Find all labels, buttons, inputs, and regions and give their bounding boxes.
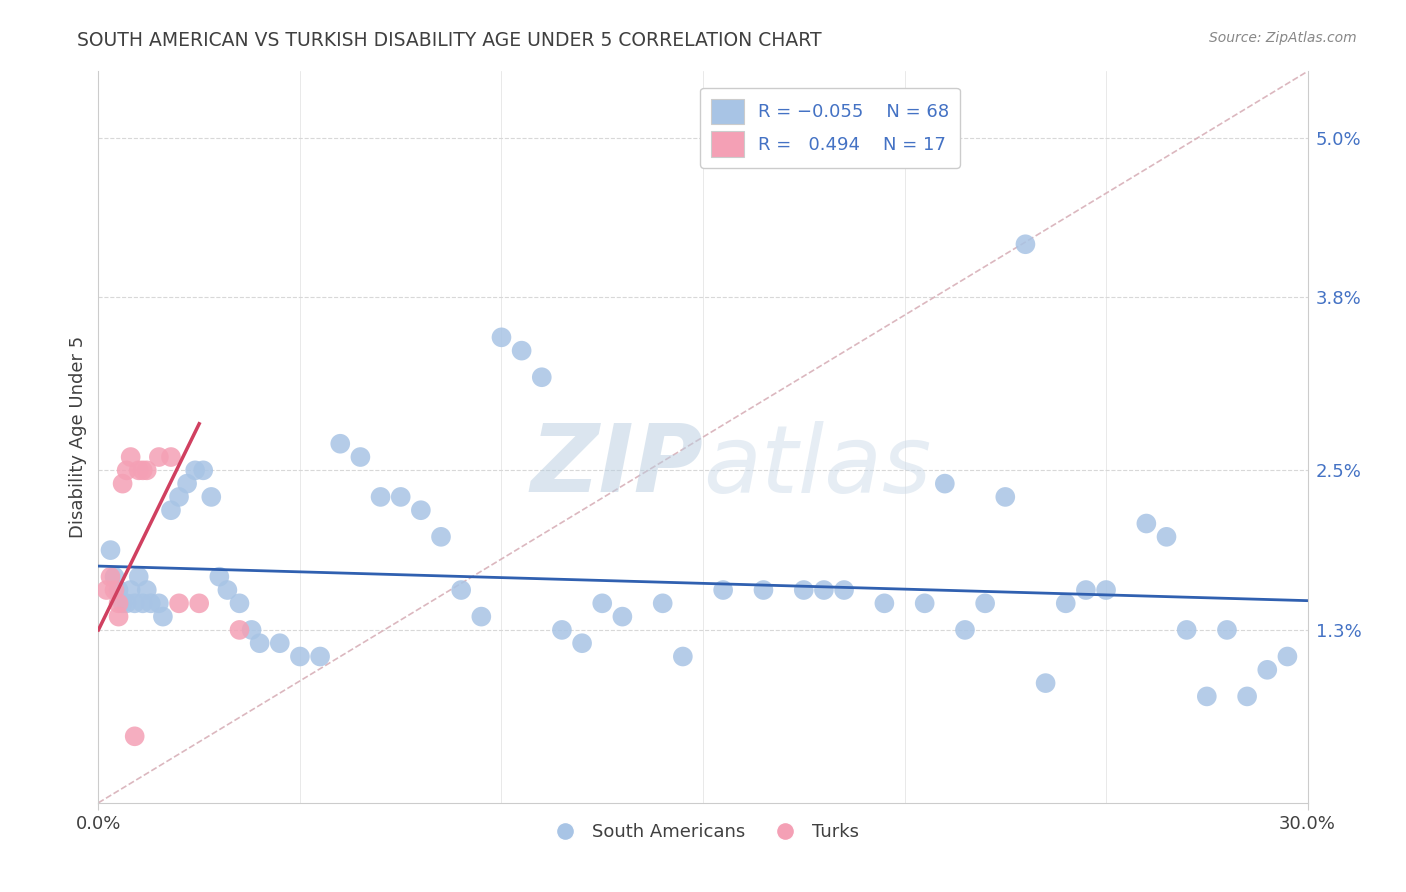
Point	[288, 649, 311, 664]
Point	[914, 596, 936, 610]
Point	[1175, 623, 1198, 637]
Point	[128, 570, 150, 584]
Text: ZIP: ZIP	[530, 420, 703, 512]
Y-axis label: Disability Age Under 5: Disability Age Under 5	[69, 336, 87, 538]
Text: atlas: atlas	[703, 421, 931, 512]
Point	[832, 582, 855, 597]
Point	[349, 450, 371, 464]
Point	[1095, 582, 1118, 597]
Point	[1195, 690, 1218, 704]
Point	[1256, 663, 1278, 677]
Point	[571, 636, 593, 650]
Point	[249, 636, 271, 650]
Point	[873, 596, 896, 610]
Point	[96, 582, 118, 597]
Point	[160, 450, 183, 464]
Point	[160, 503, 183, 517]
Point	[269, 636, 291, 650]
Point	[994, 490, 1017, 504]
Point	[329, 436, 352, 450]
Point	[148, 596, 170, 610]
Point	[974, 596, 997, 610]
Point	[208, 570, 231, 584]
Legend: South Americans, Turks: South Americans, Turks	[540, 816, 866, 848]
Point	[124, 729, 146, 743]
Point	[470, 609, 492, 624]
Point	[135, 582, 157, 597]
Text: SOUTH AMERICAN VS TURKISH DISABILITY AGE UNDER 5 CORRELATION CHART: SOUTH AMERICAN VS TURKISH DISABILITY AGE…	[77, 31, 823, 50]
Point	[217, 582, 239, 597]
Point	[132, 463, 155, 477]
Point	[450, 582, 472, 597]
Point	[167, 490, 190, 504]
Point	[591, 596, 613, 610]
Point	[1216, 623, 1239, 637]
Point	[551, 623, 574, 637]
Point	[115, 596, 138, 610]
Point	[107, 609, 129, 624]
Point	[953, 623, 976, 637]
Point	[1156, 530, 1178, 544]
Point	[200, 490, 222, 504]
Point	[491, 330, 513, 344]
Point	[672, 649, 695, 664]
Point	[1074, 582, 1097, 597]
Point	[309, 649, 332, 664]
Point	[184, 463, 207, 477]
Point	[530, 370, 553, 384]
Point	[100, 570, 122, 584]
Point	[100, 543, 122, 558]
Point	[793, 582, 815, 597]
Point	[1135, 516, 1157, 531]
Point	[148, 450, 170, 464]
Point	[612, 609, 634, 624]
Point	[389, 490, 412, 504]
Point	[103, 570, 125, 584]
Point	[132, 596, 155, 610]
Point	[1236, 690, 1258, 704]
Point	[711, 582, 734, 597]
Point	[510, 343, 533, 358]
Point	[120, 450, 142, 464]
Point	[1277, 649, 1299, 664]
Point	[651, 596, 673, 610]
Point	[430, 530, 453, 544]
Point	[152, 609, 174, 624]
Point	[167, 596, 190, 610]
Point	[135, 463, 157, 477]
Point	[1014, 237, 1036, 252]
Point	[176, 476, 198, 491]
Point	[124, 596, 146, 610]
Point	[934, 476, 956, 491]
Point	[752, 582, 775, 597]
Point	[107, 582, 129, 597]
Text: Source: ZipAtlas.com: Source: ZipAtlas.com	[1209, 31, 1357, 45]
Point	[188, 596, 211, 610]
Point	[1035, 676, 1057, 690]
Point	[120, 582, 142, 597]
Point	[228, 596, 250, 610]
Point	[139, 596, 162, 610]
Point	[111, 596, 134, 610]
Point	[370, 490, 392, 504]
Point	[240, 623, 263, 637]
Point	[103, 582, 125, 597]
Point	[128, 463, 150, 477]
Point	[111, 476, 134, 491]
Point	[115, 463, 138, 477]
Point	[228, 623, 250, 637]
Point	[409, 503, 432, 517]
Point	[107, 596, 129, 610]
Point	[193, 463, 215, 477]
Point	[1054, 596, 1077, 610]
Point	[813, 582, 835, 597]
